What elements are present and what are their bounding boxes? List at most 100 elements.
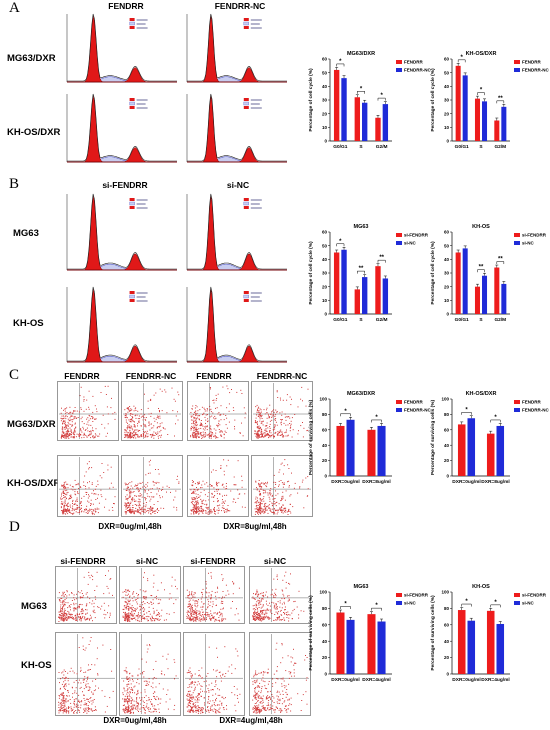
significance-mark: ** (359, 266, 364, 272)
bar-chart-6: KH-OS/DXR Percentage of surviving cells (… (430, 391, 549, 485)
x-tick-label: DXR=0ug/ml (331, 677, 359, 683)
legend-label: FENDRR-NC (404, 408, 431, 413)
chart-title: MG63 (354, 224, 369, 230)
scatter-plot-2 (121, 381, 183, 441)
panel-a-row-1: MG63/DXR (7, 53, 56, 64)
panel-a-col-2: FENDRR-NC (214, 1, 266, 11)
histogram-a-nc-khos (186, 93, 287, 163)
y-tick-label: 60 (444, 57, 450, 62)
y-tick-label: 80 (322, 412, 328, 417)
y-tick-label: 40 (322, 639, 328, 644)
histogram-b-si-khos (66, 286, 177, 363)
y-tick-label: 60 (444, 427, 450, 432)
y-tick-label: 0 (324, 312, 327, 317)
bar-si-nc-1 (467, 620, 476, 674)
panel-c-col-4: FENDRR-NC (256, 371, 308, 381)
bar-si-fendrr-1 (455, 252, 461, 314)
panel-d-col-1: si-FENDRR (60, 556, 106, 566)
y-tick-label: 0 (446, 474, 449, 479)
y-tick-label: 50 (444, 243, 450, 248)
histogram-a-fendrr-khos (66, 93, 177, 163)
significance-mark: * (494, 415, 497, 421)
bar-fendrr-nc-2 (496, 425, 505, 476)
legend-swatch (514, 233, 520, 237)
bar-fendrr-1 (333, 69, 340, 141)
histogram-legend-icon (129, 98, 148, 109)
panel-a-row-2: KH-OS/DXR (7, 127, 61, 138)
y-axis-label: Percentage of cell cycle (%) (430, 241, 436, 305)
bar-fendrr-2 (367, 429, 376, 476)
y-tick-label: 0 (324, 672, 327, 677)
legend-label: si-FENDRR (522, 233, 547, 238)
x-tick-label: S (359, 317, 363, 323)
bar-fendrr-2 (354, 97, 360, 141)
panel-b-col-1: si-FENDRR (102, 180, 148, 190)
y-tick-label: 40 (444, 639, 450, 644)
y-tick-label: 20 (444, 458, 450, 463)
scatter-plot-3 (187, 381, 249, 441)
chart-title: KH-OS (472, 584, 490, 590)
legend-swatch (396, 68, 402, 72)
histogram-legend-icon (243, 18, 262, 29)
y-tick-label: 100 (319, 590, 327, 595)
y-tick-label: 40 (444, 84, 450, 89)
y-tick-label: 60 (322, 427, 328, 432)
significance-mark: * (339, 239, 342, 245)
bar-chart-8: KH-OS Percentage of surviving cells (%) 0 2… (430, 584, 547, 683)
panel-b-col-2: si-NC (226, 180, 250, 190)
significance-mark: * (344, 409, 347, 415)
legend-label: si-NC (522, 241, 535, 246)
bar-fendrr-2 (486, 433, 495, 476)
legend-label: FENDRR-NC (522, 68, 549, 73)
legend-swatch (396, 400, 402, 404)
legend-label: FENDRR (404, 400, 423, 405)
y-tick-label: 60 (444, 622, 450, 627)
scatter-plot-14 (119, 632, 181, 716)
y-tick-label: 0 (324, 474, 327, 479)
y-tick-label: 80 (322, 606, 328, 611)
y-tick-label: 40 (444, 443, 450, 448)
bar-si-nc-2 (362, 277, 368, 314)
y-tick-label: 80 (444, 606, 450, 611)
x-tick-label: S (479, 144, 483, 150)
bar-fendrr-nc-1 (341, 78, 347, 141)
panel-c-row-2: KH-OS/DXR (7, 478, 61, 489)
legend-label: FENDRR (522, 400, 541, 405)
chart-title: KH-OS/DXR (466, 391, 497, 397)
bar-fendrr-3 (494, 120, 500, 141)
significance-mark: ** (479, 265, 484, 271)
chart-title: MG63/DXR (347, 51, 375, 57)
bar-fendrr-1 (336, 425, 345, 476)
scatter-plot-15 (183, 632, 245, 716)
y-axis-label: Percentage of cell cycle (%) (430, 68, 436, 132)
y-tick-label: 40 (322, 84, 328, 89)
y-tick-label: 20 (444, 111, 450, 116)
bar-chart-1: MG63/DXR Percentage of cell cycle (%) 0 10 2… (308, 51, 431, 150)
histogram-legend-icon (129, 18, 148, 29)
y-tick-label: 80 (444, 412, 450, 417)
x-tick-label: G0/G1 (455, 317, 469, 323)
legend-swatch (514, 400, 520, 404)
y-tick-label: 20 (322, 111, 328, 116)
histogram-legend-icon (243, 98, 262, 109)
y-tick-label: 40 (444, 257, 450, 262)
legend-swatch (514, 593, 520, 597)
chart-title: KH-OS/DXR (466, 51, 497, 57)
panel-label-d: D (9, 519, 20, 535)
bar-chart-2: KH-OS/DXR Percentage of cell cycle (%) 0 10… (430, 51, 549, 150)
bar-si-nc-2 (482, 275, 488, 314)
legend-swatch (514, 241, 520, 245)
legend-swatch (396, 241, 402, 245)
bar-si-nc-2 (377, 621, 386, 674)
y-axis-label: Percentage of cell cycle (%) (308, 68, 314, 132)
panel-label-c: C (9, 367, 20, 383)
bar-fendrr-nc-3 (501, 106, 507, 141)
bar-fendrr-nc-1 (467, 418, 476, 476)
significance-mark: * (339, 59, 342, 65)
histogram-legend-icon (243, 291, 262, 302)
histogram-b-si-mg63 (66, 193, 177, 271)
legend-swatch (514, 408, 520, 412)
y-axis-label: Percentage of cell cycle (%) (308, 241, 314, 305)
x-tick-label: G2/M (376, 317, 388, 323)
legend-label: si-FENDRR (404, 233, 429, 238)
